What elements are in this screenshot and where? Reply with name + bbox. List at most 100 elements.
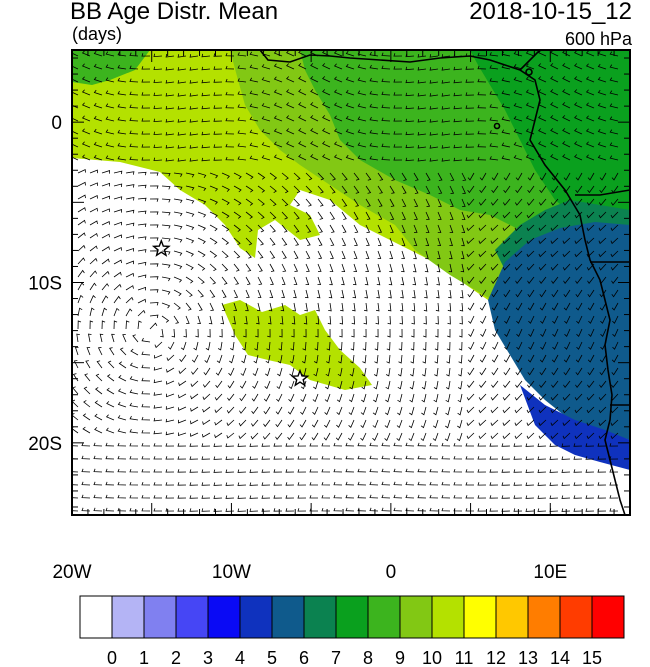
wind-barb: [381, 130, 391, 135]
wind-barb: [437, 237, 442, 246]
wind-barb: [221, 289, 227, 298]
wind-barb: [401, 263, 405, 273]
wind-barb: [502, 250, 511, 258]
wind-barb: [381, 156, 391, 161]
wind-barb: [598, 224, 607, 232]
wind-barb: [537, 495, 547, 499]
wind-barb: [478, 237, 487, 245]
wind-barb: [153, 508, 162, 512]
wind-barb: [233, 263, 240, 272]
wind-barb: [412, 276, 417, 286]
wind-barb: [141, 481, 151, 486]
wind-barb: [480, 315, 487, 324]
wind-barb: [72, 471, 79, 473]
wind-barb: [461, 211, 466, 220]
wind-barb: [183, 328, 187, 338]
wind-barb: [357, 494, 367, 499]
wind-barb: [576, 315, 583, 324]
wind-barb: [417, 455, 427, 460]
wind-barb: [598, 263, 607, 271]
wind-barb: [111, 333, 115, 343]
wind-barb: [189, 132, 199, 136]
wind-barb: [597, 102, 607, 109]
y-tick-label: 0: [51, 113, 62, 134]
wind-barb: [239, 380, 247, 389]
wind-barb: [77, 320, 82, 330]
wind-barb: [375, 315, 379, 325]
wind-barb: [302, 341, 307, 351]
wind-barb: [233, 224, 241, 232]
wind-barb: [129, 429, 139, 434]
wind-barb: [161, 276, 171, 282]
wind-barb: [190, 406, 199, 412]
wind-barb: [501, 77, 511, 83]
wind-barb: [401, 172, 407, 181]
wind-barb: [599, 289, 607, 298]
wind-barb: [285, 508, 295, 512]
wind-barb: [609, 103, 619, 109]
wind-barb: [185, 198, 195, 204]
wind-barb: [305, 211, 312, 220]
wind-barb: [286, 63, 295, 70]
wind-barb: [513, 142, 523, 148]
wind-barb: [345, 455, 355, 460]
wind-barb: [598, 250, 607, 258]
wind-barb: [527, 185, 535, 194]
wind-barb: [237, 482, 247, 486]
wind-barb: [113, 183, 123, 188]
wind-barb: [244, 315, 248, 325]
wind-barb: [237, 78, 247, 83]
wind-barb: [106, 387, 115, 395]
wind-barb: [537, 456, 547, 460]
wind-barb: [400, 276, 405, 286]
wind-barb: [257, 276, 263, 285]
wind-barb: [468, 328, 475, 337]
wind-barb: [190, 380, 199, 388]
wind-barb: [225, 78, 235, 83]
wind-barb: [317, 250, 323, 259]
wind-barb: [105, 494, 115, 499]
wind-barb: [317, 224, 323, 233]
wind-barb: [93, 154, 103, 161]
wind-barb: [538, 115, 547, 122]
wind-barb: [336, 393, 343, 403]
wind-barb: [230, 341, 235, 351]
wind-barb: [417, 468, 427, 473]
wind-barb: [540, 341, 547, 350]
wind-barb: [279, 328, 283, 338]
wind-barb: [329, 250, 334, 259]
wind-barb: [417, 93, 427, 97]
wind-barb: [315, 315, 320, 325]
wind-barb: [361, 367, 367, 377]
wind-barb: [317, 185, 324, 194]
wind-barb: [387, 315, 391, 325]
wind-barb: [562, 393, 571, 401]
wind-barb: [405, 92, 415, 97]
wind-barb: [165, 145, 175, 149]
wind-barb: [317, 263, 322, 272]
wind-barb: [286, 141, 295, 148]
wind-barb: [245, 289, 250, 298]
wind-barb: [225, 104, 235, 109]
wind-barb: [336, 406, 343, 416]
wind-barb: [563, 185, 571, 194]
wind-barb: [362, 341, 367, 351]
wind-barb: [185, 289, 193, 298]
colorbar-swatch: [111, 595, 145, 639]
wind-barb: [538, 141, 547, 148]
wind-barb: [349, 380, 355, 390]
colorbar-swatch: [335, 595, 369, 639]
wind-barb: [276, 393, 283, 402]
wind-barb: [467, 172, 475, 181]
wind-barb: [609, 495, 619, 499]
wind-barb: [305, 237, 311, 246]
wind-barb: [597, 154, 607, 161]
wind-barb: [538, 211, 547, 219]
wind-barb: [141, 105, 151, 109]
wind-barb: [352, 276, 357, 286]
wind-barb: [310, 89, 319, 96]
wind-barb: [161, 315, 170, 323]
wind-barb: [429, 158, 439, 162]
wind-barb: [105, 455, 115, 460]
wind-barb: [357, 116, 367, 122]
